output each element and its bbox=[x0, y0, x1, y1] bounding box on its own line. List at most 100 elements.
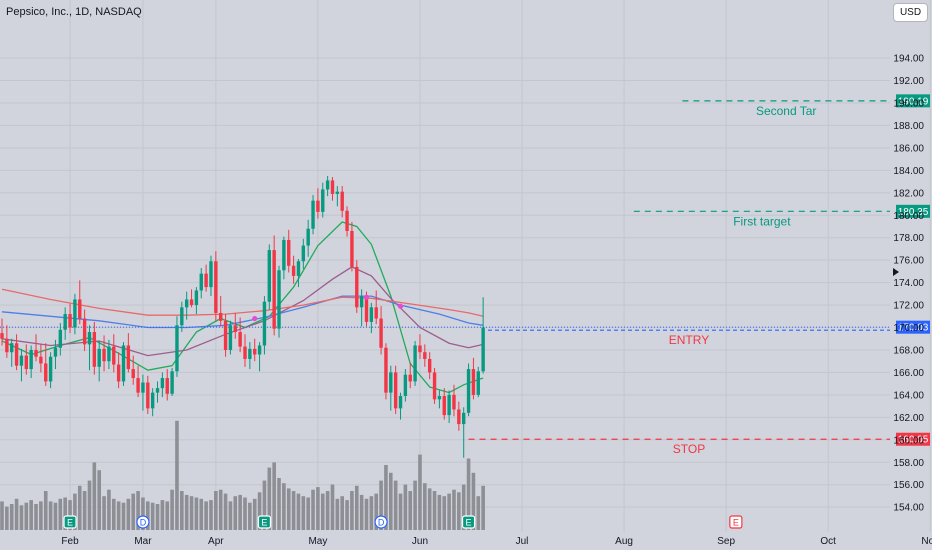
candle[interactable] bbox=[369, 302, 374, 334]
candle[interactable] bbox=[403, 369, 408, 402]
candle[interactable] bbox=[257, 342, 262, 372]
candle[interactable] bbox=[184, 291, 189, 320]
candle[interactable] bbox=[277, 265, 281, 338]
candle[interactable] bbox=[335, 186, 340, 207]
candle[interactable] bbox=[418, 334, 422, 359]
candle[interactable] bbox=[0, 318, 4, 346]
candle[interactable] bbox=[175, 316, 179, 377]
candle[interactable] bbox=[243, 334, 247, 367]
candle[interactable] bbox=[78, 280, 82, 325]
candle[interactable] bbox=[452, 384, 456, 417]
candle[interactable] bbox=[267, 244, 271, 310]
candle[interactable] bbox=[136, 365, 140, 398]
candle[interactable] bbox=[287, 229, 291, 273]
candle[interactable] bbox=[10, 338, 14, 367]
candle[interactable] bbox=[457, 401, 461, 431]
candle[interactable] bbox=[87, 325, 92, 371]
candle[interactable] bbox=[384, 343, 388, 400]
candle[interactable] bbox=[374, 290, 378, 325]
candle[interactable] bbox=[63, 307, 67, 340]
candle[interactable] bbox=[160, 372, 165, 398]
candle[interactable] bbox=[466, 363, 471, 417]
candle[interactable] bbox=[316, 188, 320, 219]
candle[interactable] bbox=[437, 390, 442, 409]
scroll-arrow-icon[interactable] bbox=[893, 268, 899, 276]
candle[interactable] bbox=[92, 321, 97, 375]
candle[interactable] bbox=[180, 301, 184, 333]
candle[interactable] bbox=[102, 335, 106, 372]
candle[interactable] bbox=[214, 251, 218, 321]
candle[interactable] bbox=[19, 348, 24, 382]
candle[interactable] bbox=[233, 312, 237, 339]
candle[interactable] bbox=[408, 362, 412, 389]
candle[interactable] bbox=[379, 306, 383, 355]
candle[interactable] bbox=[330, 177, 335, 201]
candle[interactable] bbox=[39, 344, 43, 373]
candle[interactable] bbox=[296, 259, 301, 288]
candle[interactable] bbox=[321, 182, 325, 218]
candle[interactable] bbox=[131, 355, 135, 385]
candle[interactable] bbox=[68, 303, 72, 334]
candle[interactable] bbox=[282, 236, 286, 280]
candle[interactable] bbox=[170, 367, 174, 397]
candle[interactable] bbox=[53, 339, 58, 370]
dividend-marker[interactable]: D bbox=[136, 515, 150, 529]
earnings-marker[interactable]: E bbox=[63, 515, 77, 529]
dividend-marker[interactable]: D bbox=[374, 515, 388, 529]
candle[interactable] bbox=[427, 352, 432, 380]
price-axis[interactable]: 154.00 156.00 158.00 160.00 162.00 164.00 166.… bbox=[893, 54, 924, 514]
candle[interactable] bbox=[262, 296, 267, 355]
candle[interactable] bbox=[350, 221, 354, 272]
candle[interactable] bbox=[301, 238, 306, 270]
candle[interactable] bbox=[393, 365, 398, 414]
candle[interactable] bbox=[432, 367, 437, 404]
candle[interactable] bbox=[97, 340, 101, 382]
candle[interactable] bbox=[359, 289, 364, 327]
candle[interactable] bbox=[306, 219, 310, 257]
candle[interactable] bbox=[398, 392, 403, 420]
candle[interactable] bbox=[413, 340, 417, 386]
candle[interactable] bbox=[107, 339, 111, 370]
candle[interactable] bbox=[442, 388, 446, 420]
candle[interactable] bbox=[219, 296, 223, 327]
candle[interactable] bbox=[476, 366, 480, 398]
candle[interactable] bbox=[82, 309, 87, 352]
candle[interactable] bbox=[447, 390, 451, 423]
candle[interactable] bbox=[150, 388, 155, 417]
candle[interactable] bbox=[223, 314, 228, 357]
candle[interactable] bbox=[34, 334, 38, 362]
candle[interactable] bbox=[155, 381, 160, 403]
candle[interactable] bbox=[29, 345, 33, 379]
candle[interactable] bbox=[141, 374, 145, 411]
candle[interactable] bbox=[121, 342, 126, 386]
candle[interactable] bbox=[116, 352, 121, 389]
candle[interactable] bbox=[272, 235, 276, 336]
candles[interactable] bbox=[0, 175, 485, 458]
candle[interactable] bbox=[14, 334, 19, 371]
candle[interactable] bbox=[345, 206, 349, 237]
candle[interactable] bbox=[199, 268, 203, 299]
candle[interactable] bbox=[355, 260, 359, 313]
candle[interactable] bbox=[189, 289, 194, 308]
candle[interactable] bbox=[228, 320, 233, 355]
candle[interactable] bbox=[48, 352, 53, 389]
candle[interactable] bbox=[44, 343, 48, 386]
candle[interactable] bbox=[194, 287, 199, 315]
candle[interactable] bbox=[253, 338, 257, 362]
candle[interactable] bbox=[311, 195, 315, 235]
candle[interactable] bbox=[389, 365, 393, 411]
candle[interactable] bbox=[340, 186, 344, 218]
candle[interactable] bbox=[5, 325, 9, 358]
time-axis[interactable]: FebMarAprMayJunJulAugSepOctNovDec bbox=[61, 536, 932, 547]
earnings-marker[interactable]: E bbox=[729, 515, 743, 529]
candle[interactable] bbox=[423, 344, 427, 367]
candle[interactable] bbox=[248, 342, 252, 370]
candle[interactable] bbox=[481, 297, 485, 374]
earnings-marker[interactable]: E bbox=[461, 515, 476, 529]
candle[interactable] bbox=[73, 293, 77, 335]
currency-button[interactable]: USD bbox=[893, 3, 928, 22]
candle[interactable] bbox=[325, 175, 330, 197]
